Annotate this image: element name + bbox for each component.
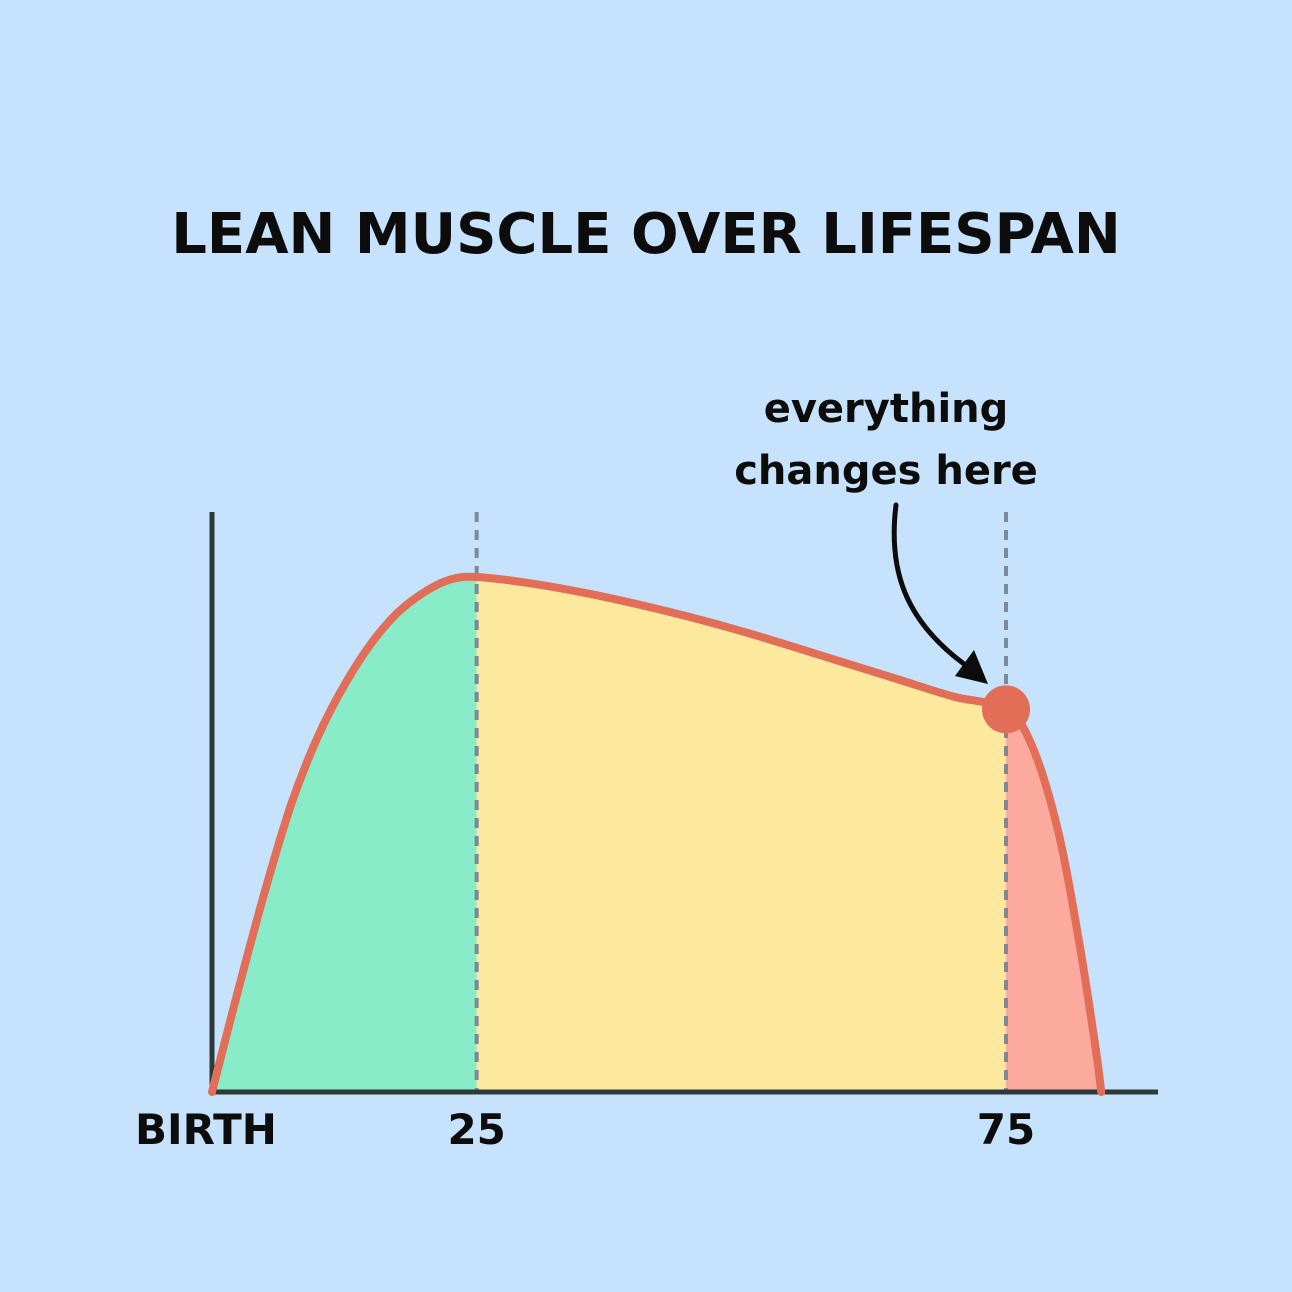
dividers-layer <box>474 512 1008 1092</box>
annotation-text-line: everything <box>764 386 1009 432</box>
curve-layer <box>208 572 1106 1096</box>
x-tick-label: 75 <box>977 1105 1035 1154</box>
muscle-curve-line <box>208 572 1106 1096</box>
region-area-2 <box>1006 709 1102 1092</box>
region-area-1 <box>476 576 1006 1092</box>
annotation-text-line: changes here <box>734 448 1038 494</box>
annotation-layer: everything changes here <box>734 386 1038 684</box>
annotation-arrow-head <box>955 650 988 684</box>
region-area-0 <box>212 576 477 1092</box>
regions-layer <box>212 576 1102 1092</box>
axes-layer <box>209 512 1158 1095</box>
annotation-arrow-line <box>891 502 967 667</box>
x-tick-label: 25 <box>447 1105 505 1154</box>
ticks-layer: BIRTH 25 75 <box>135 1105 1035 1154</box>
chart-title: LEAN MUSCLE OVER LIFESPAN <box>171 202 1120 267</box>
x-tick-label: BIRTH <box>135 1105 277 1154</box>
highlight-point <box>982 685 1030 734</box>
